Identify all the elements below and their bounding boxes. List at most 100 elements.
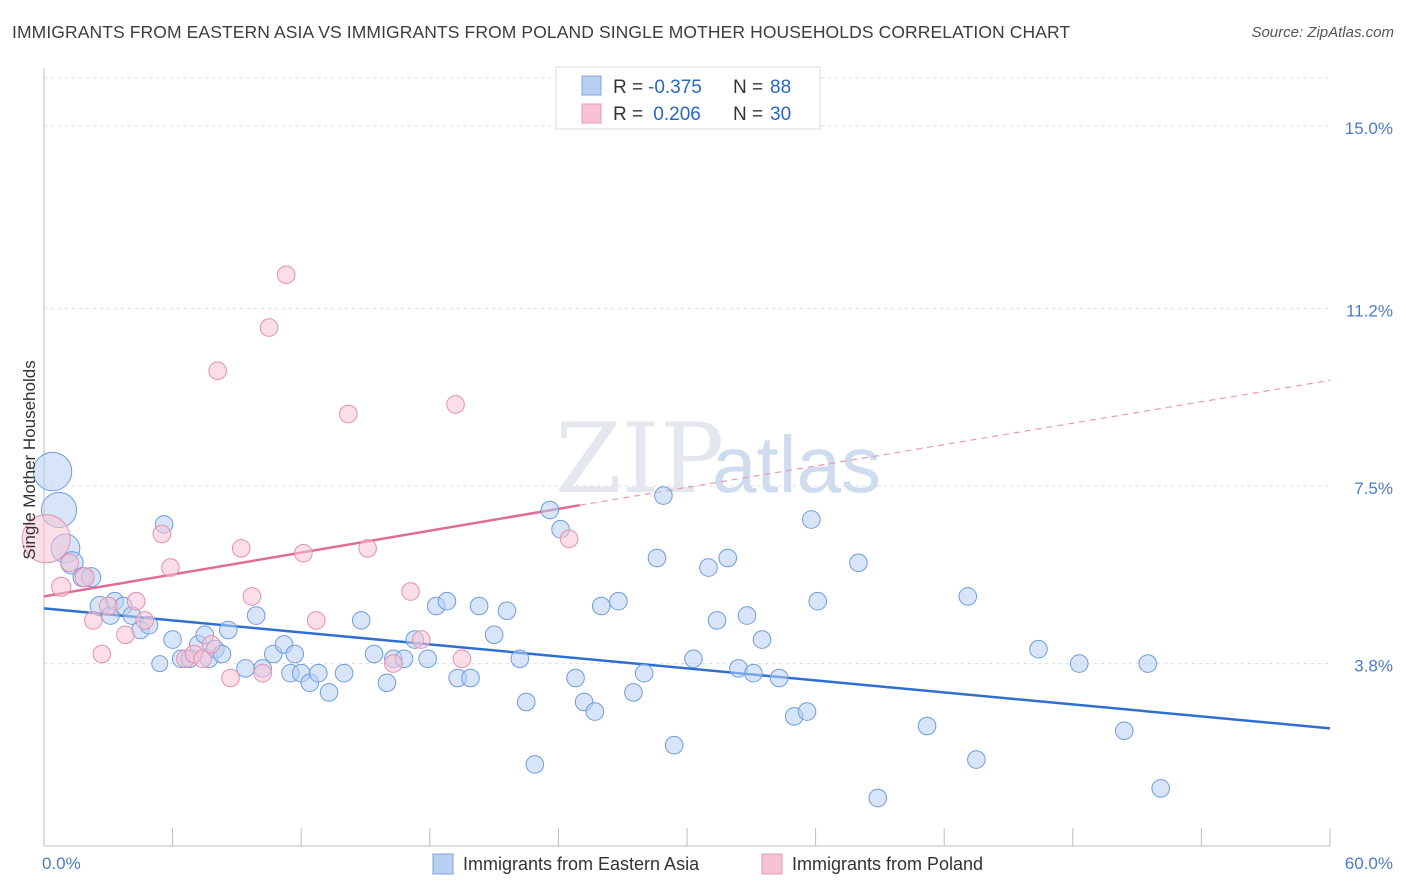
point-eastern-asia bbox=[510, 649, 530, 669]
point-eastern-asia bbox=[525, 755, 545, 774]
point-eastern-asia bbox=[699, 558, 718, 577]
x-tick-label-max: 60.0% bbox=[1345, 854, 1393, 873]
point-eastern-asia bbox=[634, 663, 654, 683]
point-poland bbox=[152, 524, 172, 544]
point-eastern-asia bbox=[849, 553, 868, 573]
y-tick-label: 7.5% bbox=[1354, 479, 1393, 498]
point-eastern-asia bbox=[246, 606, 266, 625]
point-poland bbox=[259, 318, 279, 337]
point-eastern-asia bbox=[236, 659, 255, 678]
point-eastern-asia bbox=[591, 596, 611, 616]
point-poland bbox=[60, 553, 80, 573]
watermark-atlas: atlas bbox=[712, 420, 881, 509]
point-poland bbox=[21, 514, 71, 564]
point-poland bbox=[126, 591, 146, 611]
point-poland bbox=[253, 663, 272, 683]
watermark: ZIP atlas bbox=[555, 403, 881, 515]
point-poland bbox=[201, 635, 221, 654]
point-eastern-asia bbox=[967, 750, 986, 769]
grid bbox=[44, 77, 1330, 665]
point-eastern-asia bbox=[437, 591, 457, 611]
point-poland bbox=[221, 668, 240, 688]
point-eastern-asia bbox=[319, 683, 339, 702]
point-poland bbox=[83, 611, 103, 630]
point-poland bbox=[411, 630, 431, 649]
chart-title: IMMIGRANTS FROM EASTERN ASIA VS IMMIGRAN… bbox=[12, 22, 1071, 42]
point-poland bbox=[384, 654, 403, 673]
point-eastern-asia bbox=[461, 668, 480, 688]
x-tick-label-min: 0.0% bbox=[42, 854, 81, 873]
point-eastern-asia bbox=[364, 644, 384, 664]
point-eastern-asia bbox=[624, 683, 643, 702]
point-poland bbox=[446, 395, 465, 414]
point-eastern-asia bbox=[497, 601, 517, 621]
point-poland bbox=[339, 404, 358, 424]
series-swatch-poland bbox=[761, 853, 783, 875]
point-eastern-asia bbox=[769, 668, 789, 688]
point-eastern-asia bbox=[1029, 639, 1048, 659]
tick-labels: 3.8% 7.5% 11.2% 15.0% 0.0% 60.0% bbox=[42, 119, 1393, 873]
point-eastern-asia bbox=[516, 692, 536, 712]
point-poland bbox=[193, 649, 212, 669]
point-eastern-asia bbox=[1151, 779, 1170, 798]
source-label: Source: ZipAtlas.com bbox=[1251, 24, 1394, 41]
point-eastern-asia bbox=[664, 735, 684, 755]
point-poland bbox=[231, 539, 251, 558]
point-poland bbox=[116, 625, 135, 645]
point-eastern-asia bbox=[647, 548, 667, 568]
point-poland bbox=[74, 567, 95, 588]
point-eastern-asia bbox=[163, 630, 182, 649]
point-eastern-asia bbox=[684, 649, 703, 669]
y-axis-label: Single Mother Households bbox=[20, 360, 39, 559]
point-poland bbox=[99, 596, 118, 616]
point-poland bbox=[51, 576, 72, 597]
trend-extension-poland bbox=[579, 379, 1331, 506]
watermark-zip: ZIP bbox=[555, 403, 724, 515]
series-swatch-eastern-asia bbox=[432, 853, 454, 875]
point-eastern-asia bbox=[351, 611, 371, 630]
point-eastern-asia bbox=[752, 630, 772, 649]
trend-line-eastern-asia bbox=[43, 607, 1331, 730]
point-eastern-asia bbox=[151, 655, 169, 673]
legend-n-value-1: 88 bbox=[770, 77, 791, 98]
point-eastern-asia bbox=[285, 644, 305, 664]
point-eastern-asia bbox=[868, 788, 888, 808]
point-eastern-asia bbox=[808, 591, 828, 611]
point-eastern-asia bbox=[654, 486, 673, 505]
point-eastern-asia bbox=[585, 702, 605, 721]
series-legend: Immigrants from Eastern Asia Immigrants … bbox=[432, 853, 983, 875]
point-eastern-asia bbox=[797, 702, 817, 721]
point-eastern-asia bbox=[377, 673, 397, 693]
legend-r-value-2: 0.206 bbox=[648, 104, 701, 125]
point-eastern-asia bbox=[958, 587, 978, 606]
point-eastern-asia bbox=[1138, 654, 1158, 673]
point-eastern-asia bbox=[309, 663, 328, 683]
point-eastern-asia bbox=[418, 649, 437, 669]
point-eastern-asia bbox=[566, 668, 585, 688]
point-eastern-asia bbox=[609, 591, 628, 611]
point-poland bbox=[401, 582, 420, 601]
point-eastern-asia bbox=[802, 510, 821, 529]
point-eastern-asia bbox=[469, 596, 489, 616]
point-eastern-asia bbox=[1069, 654, 1089, 673]
point-eastern-asia bbox=[1114, 721, 1134, 741]
point-poland bbox=[358, 539, 377, 558]
point-poland bbox=[294, 543, 313, 563]
series-label-eastern-asia: Immigrants from Eastern Asia bbox=[463, 854, 700, 874]
point-eastern-asia bbox=[744, 663, 763, 683]
legend-swatch-blue bbox=[581, 75, 602, 96]
point-poland bbox=[306, 611, 326, 630]
y-tick-label: 15.0% bbox=[1345, 119, 1393, 138]
legend-r-label-2: R = bbox=[613, 104, 643, 125]
legend-r-value-1: -0.375 bbox=[648, 77, 702, 98]
legend-r-label-1: R = bbox=[613, 77, 643, 98]
y-tick-label: 11.2% bbox=[1346, 301, 1393, 320]
legend-n-label-2: N = bbox=[733, 104, 763, 125]
legend-n-label-1: N = bbox=[733, 77, 763, 98]
point-eastern-asia bbox=[334, 663, 354, 683]
point-poland bbox=[208, 361, 227, 381]
point-poland bbox=[92, 644, 112, 664]
y-tick-label: 3.8% bbox=[1354, 657, 1393, 676]
point-poland bbox=[276, 265, 296, 285]
point-eastern-asia bbox=[484, 625, 504, 645]
